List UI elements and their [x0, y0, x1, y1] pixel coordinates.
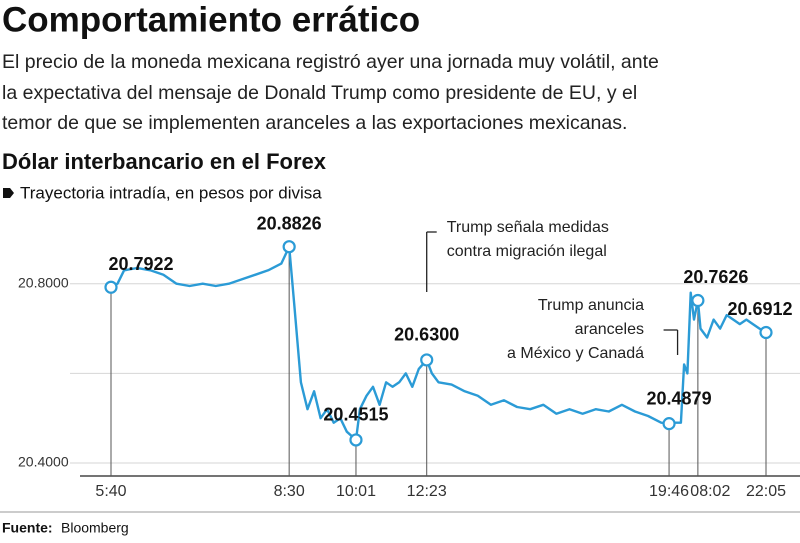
point-marker [420, 353, 434, 367]
point-marker [349, 433, 363, 447]
annotation: contra migración ilegal [447, 243, 607, 260]
source: Bloomberg [61, 520, 129, 536]
value-label: 20.6300 [394, 325, 459, 345]
chart-title: Dólar interbancario en el Forex [2, 149, 327, 174]
chart-subtitle: Trayectoria intradía, en pesos por divis… [20, 183, 322, 202]
paragraph-line: El precio de la moneda mexicana registró… [2, 51, 659, 73]
point-marker [691, 293, 705, 308]
value-label: 20.6912 [727, 299, 792, 319]
paragraph-line: la expectativa del mensaje de Donald Tru… [2, 82, 637, 104]
x-tick-label: 19:46 [649, 483, 689, 500]
paragraph-line: temor de que se implementen aranceles a … [2, 112, 627, 134]
value-label: 20.7626 [683, 267, 748, 287]
price-line [110, 245, 767, 442]
value-label: 20.8826 [257, 213, 322, 233]
x-tick-label: 22:05 [746, 483, 786, 500]
x-tick-label: 10:01 [336, 483, 376, 500]
value-label: 20.7922 [108, 254, 173, 274]
annotation: Trump anuncia [538, 297, 644, 314]
x-tick-label: 12:23 [407, 483, 447, 500]
bullet [3, 188, 14, 198]
x-tick-label: 08:02 [690, 483, 730, 500]
source-label: Fuente: [2, 520, 53, 536]
value-label: 20.4515 [323, 405, 388, 425]
point-marker [104, 280, 118, 294]
value-label: 20.4879 [647, 388, 712, 408]
annotation: Trump señala medidas [447, 219, 609, 236]
annotation: a México y Canadá [507, 345, 644, 362]
point-marker [759, 325, 773, 340]
y-tick-label: 20.4000 [18, 454, 69, 470]
y-tick-label: 20.8000 [18, 274, 69, 290]
x-tick-label: 5:40 [95, 483, 126, 500]
annotation: aranceles [575, 321, 644, 338]
x-tick-label: 8:30 [274, 483, 305, 500]
point-marker [662, 417, 676, 431]
point-marker [282, 240, 296, 254]
page-title: Comportamiento errático [2, 0, 420, 39]
